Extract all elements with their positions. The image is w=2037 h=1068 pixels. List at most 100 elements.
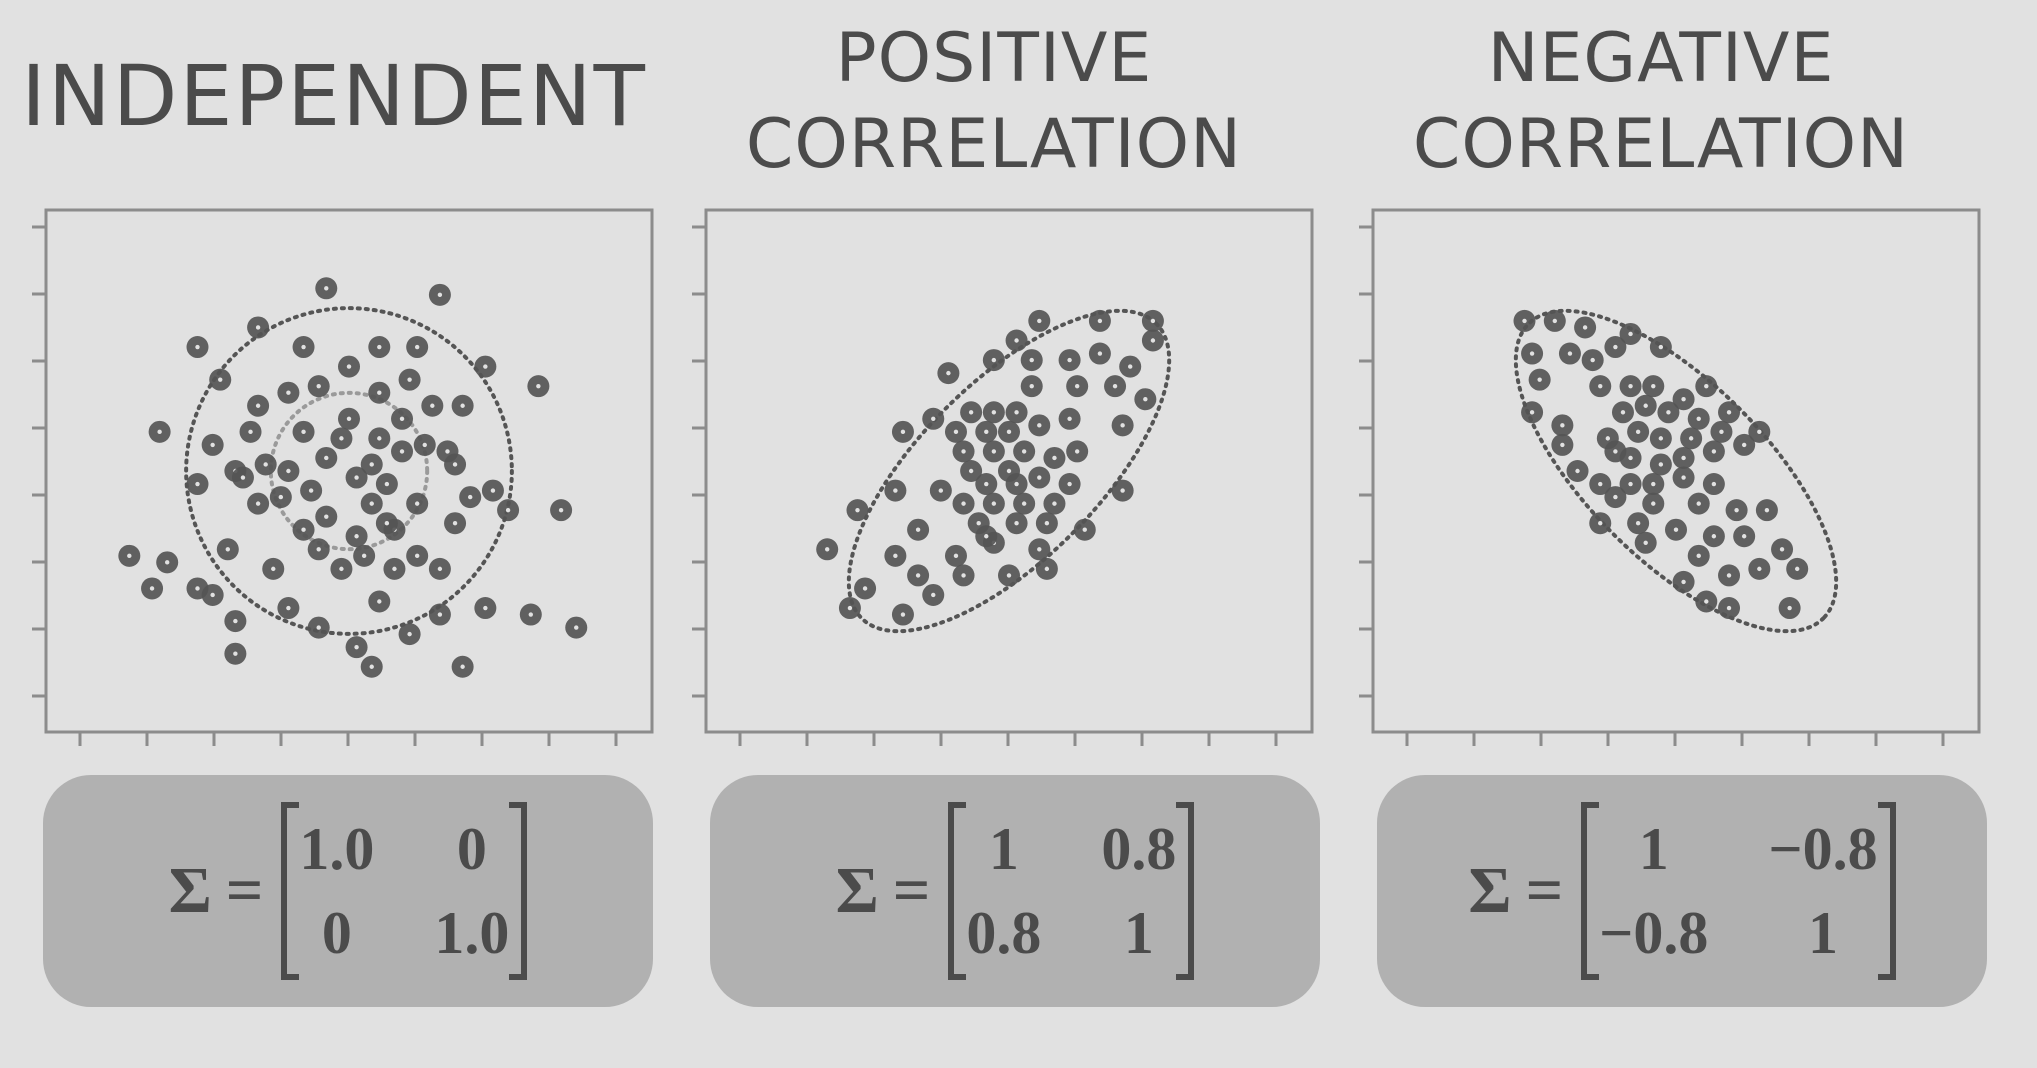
data-point-center bbox=[1658, 462, 1664, 467]
data-point-center bbox=[1711, 449, 1717, 454]
data-point-center bbox=[1673, 527, 1679, 532]
data-point bbox=[1718, 564, 1741, 587]
data-point bbox=[891, 420, 914, 443]
data-point bbox=[1028, 538, 1051, 561]
data-point bbox=[1627, 512, 1650, 535]
data-point-center bbox=[1598, 383, 1603, 389]
data-point bbox=[982, 440, 1005, 463]
data-point-center bbox=[1688, 436, 1694, 441]
data-point-center bbox=[452, 462, 458, 467]
data-point-center bbox=[278, 494, 284, 500]
panel-independent: INDEPENDENT Σ = 1.0 0 0 1.0 bbox=[0, 0, 668, 1068]
confidence-ellipse bbox=[184, 306, 514, 636]
data-point-center bbox=[528, 612, 533, 617]
data-point-center bbox=[1590, 357, 1595, 363]
data-point-center bbox=[1006, 573, 1012, 578]
data-point bbox=[247, 316, 270, 339]
data-point-center bbox=[1719, 429, 1724, 435]
data-point bbox=[1141, 329, 1164, 352]
data-point-center bbox=[399, 449, 405, 454]
data-point-center bbox=[1128, 364, 1133, 369]
data-point-center bbox=[536, 383, 541, 389]
panel-title: POSITIVE CORRELATION bbox=[745, 19, 1243, 184]
data-point bbox=[1035, 512, 1058, 535]
sigma-symbol: Σ bbox=[1468, 854, 1512, 927]
data-point-center bbox=[1067, 416, 1072, 421]
data-point bbox=[1134, 388, 1157, 411]
data-point-center bbox=[157, 429, 162, 435]
data-point bbox=[338, 407, 360, 430]
data-point bbox=[1733, 525, 1756, 548]
data-point bbox=[1634, 394, 1657, 417]
data-point bbox=[944, 544, 967, 567]
matrix-brackets: 1 −0.8 −0.8 1 bbox=[1581, 802, 1896, 980]
data-point-center bbox=[1598, 521, 1603, 526]
scatter-plot-positive bbox=[692, 208, 1314, 746]
data-point-center bbox=[460, 403, 465, 408]
data-point-center bbox=[263, 462, 268, 467]
data-point bbox=[1619, 375, 1642, 398]
data-point bbox=[300, 479, 323, 502]
data-point bbox=[186, 336, 209, 359]
data-point-center bbox=[1651, 383, 1656, 389]
data-point-center bbox=[1643, 403, 1648, 408]
data-point bbox=[1058, 407, 1081, 430]
data-point-center bbox=[445, 449, 450, 454]
data-point-center bbox=[991, 449, 997, 454]
data-point bbox=[1687, 407, 1710, 430]
matrix-cell: 1 bbox=[1807, 900, 1838, 966]
data-point-center bbox=[414, 553, 420, 559]
data-point bbox=[292, 518, 315, 541]
data-point-center bbox=[961, 449, 966, 454]
data-point-center bbox=[1658, 344, 1664, 350]
data-point bbox=[406, 492, 429, 515]
data-point bbox=[937, 362, 960, 385]
data-point-center bbox=[991, 410, 997, 415]
data-point bbox=[1672, 570, 1695, 593]
matrix-brackets: 1 0.8 0.8 1 bbox=[948, 802, 1195, 980]
data-point bbox=[1589, 375, 1612, 398]
data-point-center bbox=[127, 553, 132, 559]
data-point-center bbox=[324, 514, 329, 519]
data-point bbox=[975, 473, 998, 496]
data-point bbox=[474, 597, 497, 620]
data-point-center bbox=[1795, 566, 1800, 572]
data-point-center bbox=[1605, 436, 1611, 441]
data-point-center bbox=[1628, 481, 1633, 487]
data-point-center bbox=[324, 286, 329, 291]
data-point bbox=[960, 401, 983, 424]
data-point-center bbox=[931, 416, 936, 421]
data-point-center bbox=[286, 468, 291, 474]
data-point-center bbox=[414, 344, 420, 350]
data-point bbox=[907, 518, 930, 541]
data-point bbox=[474, 355, 497, 378]
data-point bbox=[1551, 433, 1574, 456]
data-point-center bbox=[377, 390, 382, 395]
matrix-grid: 1.0 0 0 1.0 bbox=[299, 810, 509, 972]
data-point bbox=[944, 420, 967, 443]
data-point bbox=[1649, 453, 1672, 476]
data-point-center bbox=[324, 455, 329, 461]
equals-sign: = bbox=[225, 854, 264, 927]
data-point-center bbox=[286, 390, 291, 395]
data-point bbox=[1649, 427, 1672, 450]
data-point bbox=[421, 394, 444, 417]
confidence-ellipse bbox=[268, 390, 430, 552]
data-point bbox=[1748, 420, 1771, 443]
matrix-cell: 0.8 bbox=[1101, 816, 1177, 882]
data-point bbox=[315, 277, 338, 300]
data-point bbox=[307, 538, 330, 561]
data-point bbox=[353, 544, 376, 567]
data-point-center bbox=[354, 475, 359, 480]
data-point-center bbox=[1006, 468, 1012, 474]
data-point bbox=[360, 453, 383, 476]
covariance-matrix-box: Σ = 1 0.8 0.8 1 bbox=[710, 775, 1320, 1007]
data-point bbox=[1028, 466, 1051, 489]
data-point bbox=[952, 440, 975, 463]
data-point-center bbox=[1150, 338, 1156, 343]
data-point bbox=[368, 590, 391, 613]
data-point bbox=[1642, 375, 1665, 398]
data-point bbox=[1733, 433, 1756, 456]
data-point-center bbox=[1598, 481, 1603, 487]
data-point-center bbox=[437, 566, 443, 572]
